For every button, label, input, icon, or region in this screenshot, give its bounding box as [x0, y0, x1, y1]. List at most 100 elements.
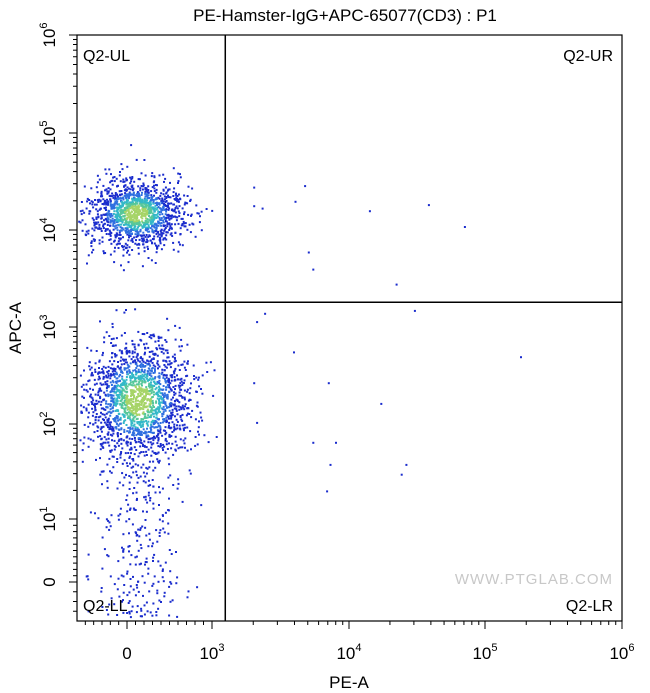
event-dot-ul: [155, 213, 158, 216]
event-dot-ll: [97, 390, 100, 393]
event-dot-ll: [141, 380, 144, 382]
event-dot-ll: [145, 416, 148, 419]
event-dot-ll: [97, 416, 100, 419]
event-dot-ul: [122, 254, 125, 257]
event-dot-ll: [141, 525, 144, 528]
event-dot-ll: [160, 350, 163, 353]
event-dot-ll: [129, 375, 132, 378]
event-dot-ul: [151, 217, 154, 220]
event-dot-ul: [137, 242, 140, 245]
event-dot-ll: [175, 409, 178, 412]
event-dot-ul: [161, 208, 164, 211]
event-dot-ll: [129, 381, 132, 384]
event-dot-ll: [147, 393, 150, 395]
event-dot-ul: [118, 216, 121, 218]
event-dot-ul: [163, 229, 166, 232]
event-dot-ll: [116, 397, 119, 400]
event-dot-ll: [131, 376, 134, 379]
event-dot-ll: [92, 399, 95, 402]
event-dot-ll: [134, 376, 137, 379]
event-dot-ll: [114, 368, 117, 370]
event-dot-ul: [179, 243, 181, 246]
event-dot-ll: [129, 371, 132, 374]
event-dot-ul: [124, 223, 127, 226]
event-dot-ll: [178, 386, 181, 389]
event-dot-ll: [103, 419, 105, 421]
event-dot-ll: [134, 439, 137, 442]
event-dot-ll: [114, 426, 117, 429]
event-dot-ll: [129, 379, 132, 382]
event-dot-ul: [144, 229, 147, 232]
event-dot-ul: [163, 202, 165, 205]
event-dot-ll: [112, 372, 115, 375]
event-dot-ul: [121, 227, 124, 230]
event-dot-ul: [126, 231, 129, 234]
event-dot-ll: [142, 420, 145, 423]
event-dot-ll: [121, 384, 123, 386]
event-dot-ul: [113, 210, 116, 213]
event-dot-ll: [142, 463, 145, 466]
event-dot-ul: [111, 195, 114, 198]
event-dot-ll: [140, 382, 143, 385]
event-dot-ul: [200, 229, 203, 232]
event-dot-ul: [183, 222, 186, 225]
event-dot-ul: [129, 212, 132, 215]
watermark: WWW.PTGLAB.COM: [455, 571, 613, 588]
event-dot-ll: [137, 330, 140, 333]
event-dot-ul: [122, 198, 125, 201]
event-dot-ll: [175, 418, 178, 421]
event-dot-ul: [135, 199, 138, 202]
event-dot-ll: [136, 407, 138, 410]
event-dot-ll: [157, 367, 159, 370]
event-dot-ul: [146, 213, 149, 216]
event-dot-ul: [138, 209, 141, 211]
event-dot-ul: [128, 225, 131, 228]
event-dot-ll: [212, 394, 215, 397]
event-dot-ll: [139, 543, 142, 546]
event-dot-ul: [153, 175, 156, 178]
event-dot-ul: [124, 242, 127, 245]
event-dot-ll: [127, 602, 130, 604]
event-dot-ll: [129, 412, 132, 415]
event-dot-ll: [132, 507, 135, 510]
event-dot-ul: [139, 210, 142, 213]
event-dot-ll: [189, 472, 192, 475]
event-dot-ll: [128, 355, 131, 358]
event-dot-ul: [184, 225, 187, 228]
event-dot-ul: [141, 226, 144, 229]
event-dot-ll: [120, 386, 123, 389]
event-dot-ul: [132, 228, 135, 231]
event-dot-ul: [127, 224, 130, 227]
event-dot-ll: [94, 421, 97, 424]
event-dot-ll: [148, 351, 151, 353]
event-dot-ul: [101, 236, 104, 239]
event-dot-ll: [137, 376, 140, 379]
event-dot-ul: [153, 226, 156, 229]
event-dot-ul: [118, 218, 121, 221]
event-dot-ul: [150, 221, 153, 224]
event-dot-ll: [98, 359, 101, 362]
event-dot-ll: [112, 404, 115, 407]
event-dot-ul: [127, 199, 129, 202]
event-dot-ul: [106, 228, 109, 231]
event-dot-ul: [123, 180, 126, 183]
event-dot-ul: [127, 222, 130, 225]
event-dot-ll: [147, 491, 150, 494]
event-dot-ll: [158, 403, 161, 406]
event-dot-ll: [165, 374, 168, 377]
event-dot-ll: [87, 445, 90, 448]
event-dot-ll: [125, 520, 128, 523]
event-dot-ll: [195, 404, 198, 407]
event-dot-ul: [143, 214, 146, 217]
event-dot-ul: [198, 221, 201, 224]
event-dot-ll: [139, 528, 142, 531]
event-dot-ul: [124, 217, 127, 220]
event-dot-ul: [105, 228, 107, 231]
event-dot-ll: [154, 383, 157, 386]
event-dot-ul: [162, 205, 165, 208]
event-dot-ll: [135, 534, 138, 537]
event-dot-ll: [138, 433, 141, 436]
event-dot-ll: [96, 430, 99, 432]
event-dot-ll: [157, 390, 160, 393]
event-dot-ll: [107, 417, 110, 420]
